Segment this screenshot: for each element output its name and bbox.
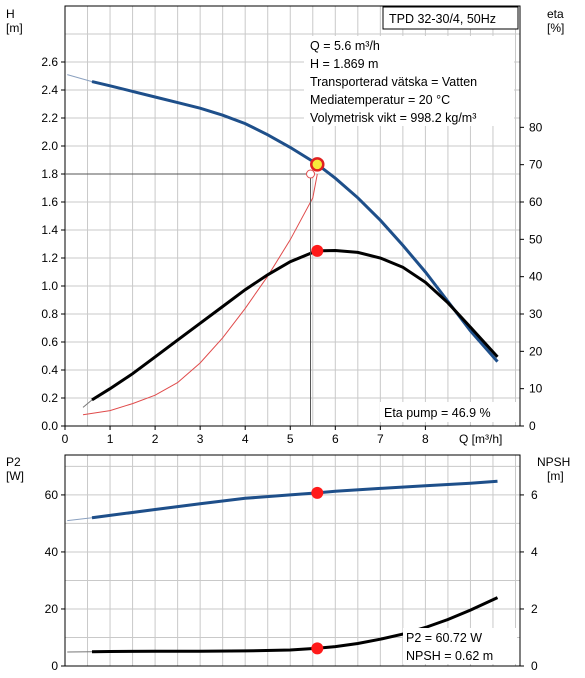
top-left-tick-label: 0.4	[41, 363, 58, 377]
top-left-tick-label: 2.6	[41, 55, 58, 69]
h-curve	[91, 80, 499, 363]
bottom-left-axis-unit: [W]	[6, 469, 24, 483]
x-tick-label: 3	[197, 432, 204, 446]
top-left-tick-label: 0.2	[41, 391, 58, 405]
top-x-ticks: 0 1 2 3 4 5 6 7 8	[62, 426, 429, 446]
top-right-tick-label: 80	[529, 120, 543, 134]
top-right-tick-label: 0	[529, 419, 536, 433]
bottom-left-tick-label: 20	[45, 602, 59, 616]
bottom-right-axis-unit: [m]	[547, 469, 564, 483]
bottom-duty-markers	[311, 486, 324, 655]
eta-duty-marker	[311, 244, 324, 257]
eta-label-background	[380, 402, 516, 422]
x-tick-label: 4	[242, 432, 249, 446]
h-duty-marker	[310, 157, 325, 172]
duty-point-annotations: Q = 5.6 m³/h H = 1.869 m Transporterad v…	[304, 36, 514, 126]
bottom-right-tick-label: 0	[531, 659, 538, 673]
p2-curve	[91, 479, 498, 520]
top-left-tick-label: 1.6	[41, 195, 58, 209]
top-right-tick-label: 50	[529, 232, 543, 246]
annotation-background	[304, 36, 514, 126]
top-right-tick-label: 30	[529, 307, 543, 321]
npsh-curve	[91, 596, 499, 654]
top-left-tick-label: 2.4	[41, 83, 58, 97]
x-tick-label: 6	[332, 432, 339, 446]
top-left-tick-label: 2.0	[41, 139, 58, 153]
bottom-curves	[67, 479, 499, 654]
bottom-right-ticks: 0 2 4 6	[520, 488, 538, 673]
top-left-tick-label: 2.2	[41, 111, 58, 125]
top-right-axis-unit: [%]	[547, 21, 564, 35]
top-duty-markers	[306, 157, 325, 257]
x-tick-label: 1	[107, 432, 114, 446]
bottom-right-tick-label: 6	[531, 488, 538, 502]
h-curve-extension	[67, 74, 93, 83]
top-left-tick-label: 1.8	[41, 167, 58, 181]
eta-pump-label: Eta pump = 46.9 %	[384, 406, 491, 420]
top-left-tick-label: 1.0	[41, 279, 58, 293]
top-left-tick-label: 0.8	[41, 307, 58, 321]
annotation-q: Q = 5.6 m³/h	[310, 39, 380, 53]
top-right-tick-label: 70	[529, 158, 543, 172]
top-left-tick-label: 1.2	[41, 251, 58, 265]
eta-curve	[91, 248, 499, 402]
pump-title-box	[382, 6, 519, 30]
bottom-plot-frame	[64, 454, 521, 667]
bottom-right-tick-label: 2	[531, 602, 538, 616]
annotation-density: Volymetrisk vikt = 998.2 kg/m³	[310, 111, 476, 125]
pump-title: TPD 32-30/4, 50Hz	[389, 12, 496, 26]
x-tick-label: 2	[152, 432, 159, 446]
top-right-tick-label: 60	[529, 195, 543, 209]
bottom-left-tick-label: 60	[45, 488, 59, 502]
bottom-right-tick-label: 4	[531, 545, 538, 559]
p2-curve-extension	[67, 517, 93, 522]
x-tick-label: 8	[422, 432, 429, 446]
npsh-label: NPSH = 0.62 m	[406, 649, 493, 663]
x-tick-label: 0	[62, 432, 69, 446]
bottom-left-tick-label: 0	[51, 659, 58, 673]
x-tick-label: 5	[287, 432, 294, 446]
x-axis-label: Q [m³/h]	[459, 432, 502, 446]
bottom-left-tick-label: 40	[45, 545, 59, 559]
npsh-duty-marker	[311, 642, 324, 655]
top-left-tick-label: 0.6	[41, 335, 58, 349]
top-right-tick-label: 20	[529, 344, 543, 358]
p2-duty-marker	[311, 486, 324, 499]
top-right-tick-label: 40	[529, 270, 543, 284]
annotation-h: H = 1.869 m	[310, 57, 378, 71]
top-plot-frame	[64, 5, 521, 427]
x-tick-label: 7	[377, 432, 384, 446]
eta-curve-extension	[82, 399, 93, 408]
top-left-axis-unit: [m]	[6, 21, 23, 35]
system-curve	[82, 173, 318, 416]
top-left-tick-label: 0.0	[41, 419, 58, 433]
annotation-liquid: Transporterad vätska = Vatten	[310, 75, 477, 89]
annotation-temperature: Mediatemperatur = 20 °C	[310, 93, 450, 107]
top-left-axis-label-line1: H	[6, 7, 15, 21]
bottom-left-ticks: 0 20 40 60	[45, 488, 65, 673]
top-right-axis-label-line1: eta	[547, 7, 564, 21]
bottom-left-axis-label: P2	[6, 455, 21, 469]
top-left-tick-label: 1.4	[41, 223, 58, 237]
system-duty-marker	[306, 169, 316, 179]
top-curves	[65, 74, 499, 426]
bottom-label-background	[403, 628, 517, 664]
top-left-ticks: 0.0 0.2 0.4 0.6 0.8 1.0 1.2 1.4 1.6 1.8 2.0 2.2 2.4 2…	[41, 55, 65, 433]
bottom-right-axis-label: NPSH	[537, 455, 570, 469]
bottom-gridlines	[65, 455, 520, 666]
top-right-ticks: 0 10 20 30 40 50 60 70 80	[520, 120, 543, 433]
top-right-tick-label: 10	[529, 382, 543, 396]
p2-label: P2 = 60.72 W	[406, 631, 482, 645]
